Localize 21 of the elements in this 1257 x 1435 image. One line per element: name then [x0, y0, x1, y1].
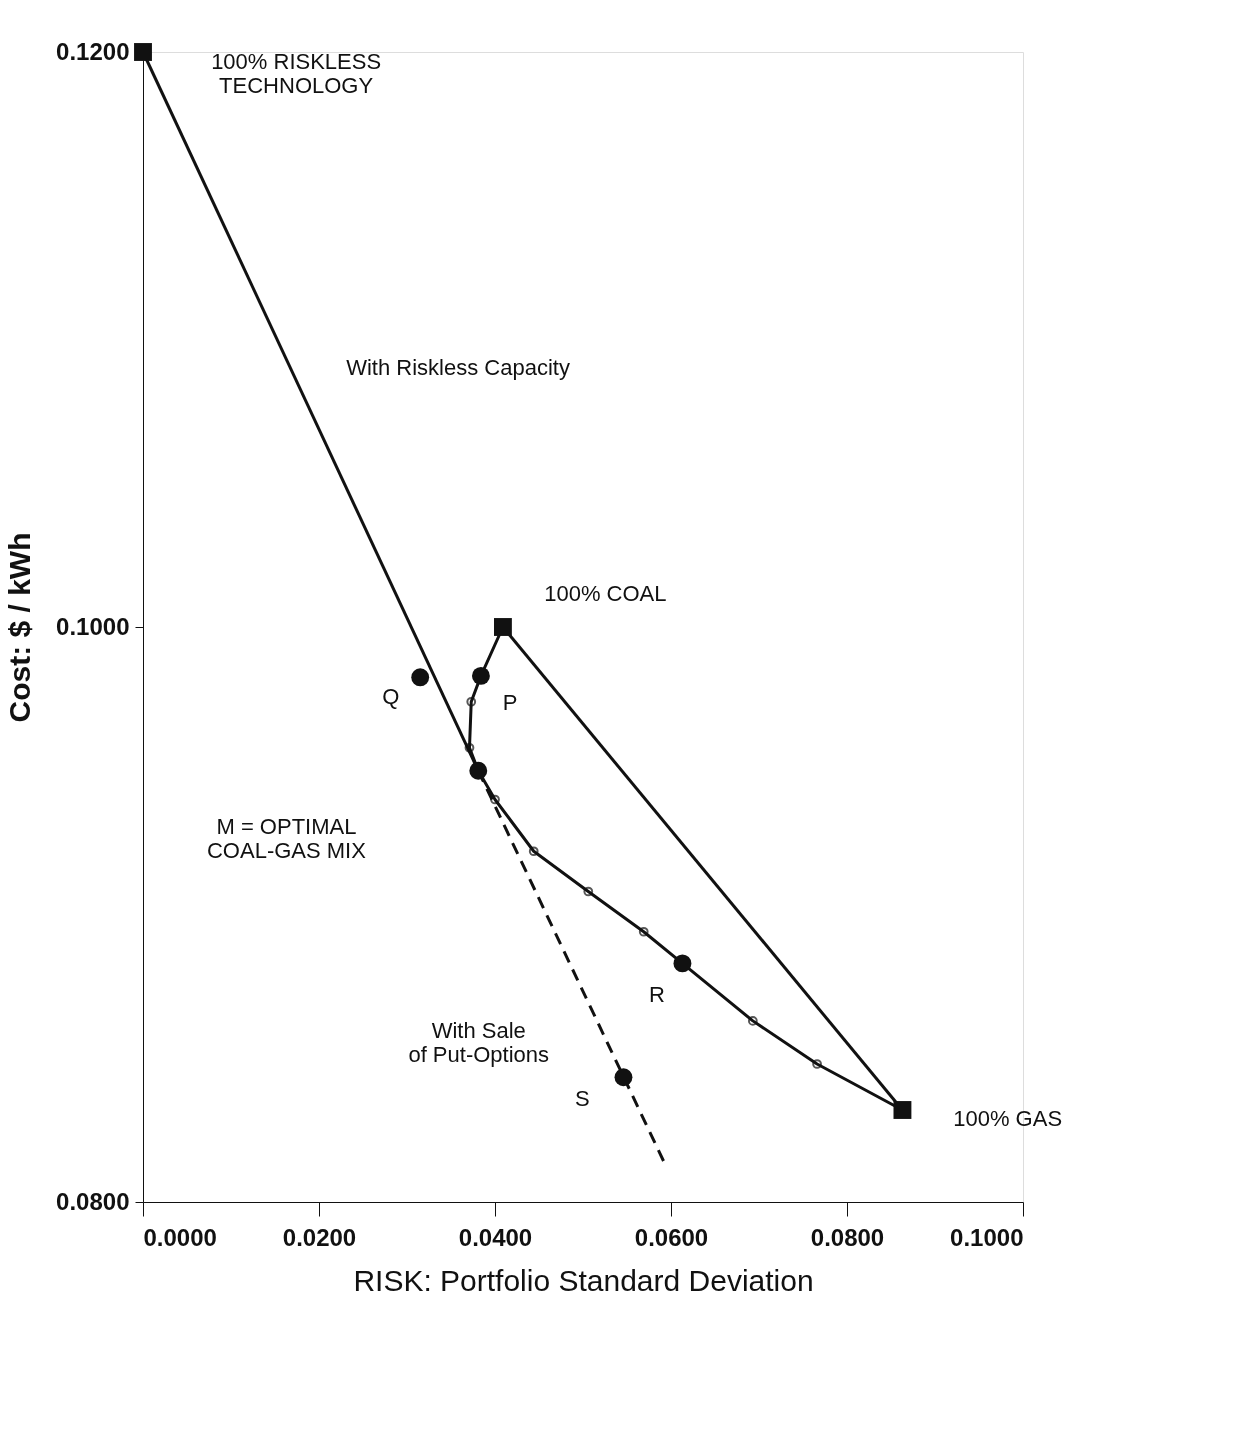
annotation: With Riskless Capacity [346, 354, 570, 380]
annotation: S [574, 1086, 590, 1112]
y-tick-label: 0.0800 [56, 1187, 130, 1215]
x-tick-label: 0.0000 [143, 1223, 217, 1251]
annotation: M = OPTIMAL COAL-GAS MIX [206, 813, 367, 863]
y-axis-title: Cost: $ / kWh [3, 532, 37, 723]
x-tick-label: 0.0200 [282, 1223, 357, 1251]
annotation: 100% GAS [953, 1106, 1063, 1132]
annotation: P [502, 690, 518, 716]
annotation: 100% RISKLESS TECHNOLOGY [211, 49, 382, 98]
annotation: Q [382, 683, 400, 709]
y-tick-label: 0.1200 [56, 37, 130, 65]
annotation: R [648, 982, 665, 1008]
x-tick-label: 0.0400 [458, 1223, 533, 1251]
x-axis-title: RISK: Portfolio Standard Deviation [353, 1263, 814, 1297]
x-tick-label: 0.1000 [950, 1223, 1024, 1251]
y-tick-label: 0.1000 [56, 612, 130, 640]
annotation: 100% COAL [544, 581, 667, 607]
x-tick-label: 0.0800 [810, 1223, 885, 1251]
annotation: With Sale of Put-Options [408, 1018, 550, 1068]
x-tick-label: 0.0600 [634, 1223, 709, 1251]
